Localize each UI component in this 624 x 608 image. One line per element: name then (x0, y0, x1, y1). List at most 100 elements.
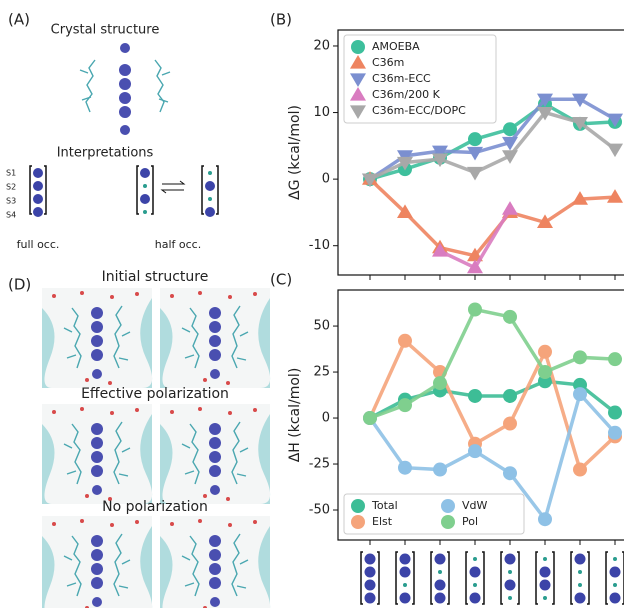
channel-bracket (395, 551, 415, 605)
panel-title: Interpretations (57, 146, 154, 161)
marker (502, 136, 518, 151)
y-axis-label: ΔG (kcal/mol) (287, 105, 303, 200)
marker (607, 189, 623, 203)
ion (364, 566, 376, 578)
image-title: Initial structure (102, 269, 209, 285)
site-label: S3 (6, 197, 16, 206)
marker (468, 388, 482, 403)
ion (543, 596, 547, 600)
marker (503, 309, 517, 324)
marker (433, 462, 447, 477)
ion (539, 566, 551, 578)
y-tick-label: 20 (313, 38, 330, 53)
ion (609, 592, 621, 604)
legend-label: Pol (462, 515, 478, 528)
ion (613, 557, 617, 561)
marker (468, 132, 482, 147)
legend-label: VdW (462, 499, 488, 512)
y-tick-label: -10 (309, 238, 330, 253)
marker (397, 156, 413, 171)
marker (398, 333, 412, 348)
md-snapshot (41, 287, 271, 389)
legend-marker (441, 499, 455, 513)
image-title: No polarization (102, 499, 208, 515)
channel-bracket (605, 551, 624, 605)
y-axis-label: ΔH (kcal/mol) (287, 368, 303, 463)
marker (608, 352, 622, 367)
y-tick-label: 50 (313, 319, 330, 334)
y-tick-label: -25 (309, 457, 330, 472)
site-label: S4 (6, 211, 16, 220)
ion (504, 553, 516, 565)
ion (539, 579, 551, 591)
y-tick-label: 25 (313, 365, 330, 380)
ion (578, 583, 582, 587)
channel-bracket (535, 551, 555, 605)
occupancy-label: half occ. (155, 238, 201, 251)
channel-bracket (570, 551, 590, 605)
ion (609, 566, 621, 578)
marker (573, 387, 587, 402)
ion (578, 570, 582, 574)
ion (434, 592, 446, 604)
ion (438, 570, 442, 574)
ion (399, 592, 411, 604)
ion (543, 557, 547, 561)
marker (572, 191, 588, 205)
ion (434, 553, 446, 565)
legend-label: Elst (372, 515, 393, 528)
marker (363, 411, 377, 426)
marker (467, 166, 483, 181)
ion (364, 579, 376, 591)
occupancy-label: full occ. (17, 238, 60, 251)
marker (503, 122, 517, 137)
channel-icons (29, 165, 219, 217)
ion (403, 583, 407, 587)
legend-marker (351, 499, 365, 513)
ion (504, 579, 516, 591)
legend-marker (350, 55, 366, 69)
panel-label: (C) (270, 271, 292, 289)
ion (469, 592, 481, 604)
marker (467, 259, 483, 274)
channel-icon (570, 551, 590, 605)
ion (508, 596, 512, 600)
marker (397, 204, 413, 219)
legend-box (343, 34, 497, 124)
ion (613, 583, 617, 587)
marker (537, 93, 553, 108)
ion (469, 566, 481, 578)
channel-bracket (500, 551, 520, 605)
marker (398, 398, 412, 413)
marker (502, 150, 518, 164)
ion (364, 553, 376, 565)
channel-icon (535, 551, 555, 605)
md-snapshot (41, 403, 271, 505)
crystal-structure (79, 43, 171, 135)
marker (432, 243, 448, 257)
ion (434, 579, 446, 591)
marker (468, 302, 482, 317)
panel-title: Crystal structure (51, 23, 160, 38)
ion (364, 592, 376, 604)
y-tick-label: 10 (313, 105, 330, 120)
channel-icon (430, 551, 450, 605)
marker (607, 143, 623, 158)
plot-frame (337, 29, 624, 276)
marker (607, 113, 623, 128)
site-label: S2 (6, 183, 16, 192)
legend-box (343, 493, 525, 535)
channel-icon (605, 551, 624, 605)
marker (537, 106, 553, 121)
y-tick-label: -50 (309, 503, 330, 518)
channel-bracket (360, 551, 380, 605)
ion (473, 583, 477, 587)
marker (537, 214, 553, 229)
site-label: S1 (6, 169, 16, 178)
channel-icon (395, 551, 415, 605)
panel-label: (D) (8, 276, 31, 294)
marker (503, 388, 517, 403)
legend-label: Total (371, 499, 398, 512)
y-tick-label: 0 (322, 172, 330, 187)
marker (467, 146, 483, 161)
